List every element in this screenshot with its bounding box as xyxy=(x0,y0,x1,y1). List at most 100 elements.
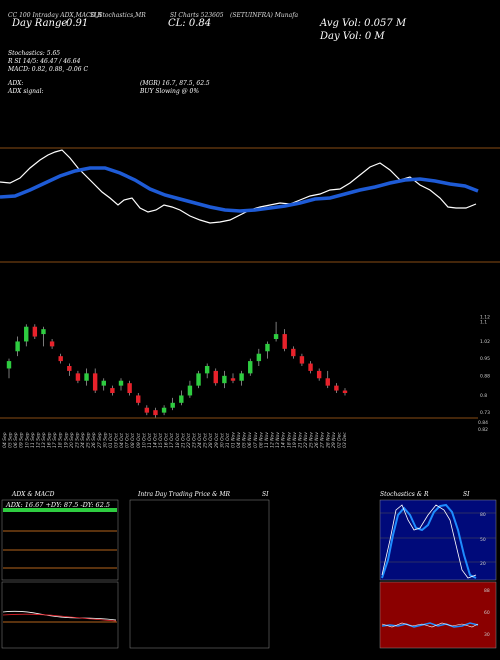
x-axis-labels: 04 Sep 05 Sep 06 Sep 09 Sep 10 Sep 11 Sep 12 S… xyxy=(2,432,348,448)
right-price-label-2: 0.82 xyxy=(478,427,488,433)
stoch-title: Stochastics & R xyxy=(380,491,429,498)
x-tick-label: 14 Nov xyxy=(281,432,287,448)
y-tick-label: 1.12 xyxy=(480,314,490,320)
candle-body xyxy=(58,356,63,362)
candle-body xyxy=(342,390,348,393)
adx-green-bar xyxy=(3,508,117,512)
candle-body xyxy=(299,356,305,364)
candle-body xyxy=(127,383,132,393)
rsi-line xyxy=(381,622,479,628)
x-tick-label: 10 Oct xyxy=(141,433,147,448)
x-tick-label: 09 Sep xyxy=(19,432,25,448)
x-tick-label: 06 Sep xyxy=(13,432,19,448)
x-tick-label: 12 Sep xyxy=(35,432,41,448)
x-tick-label: 30 Sep xyxy=(102,432,108,448)
day-vol: Day Vol: 0 M xyxy=(320,31,385,42)
stochastics-text: Stochastics: 5.65 xyxy=(8,50,61,57)
x-tick-label: 04 Oct xyxy=(119,433,125,448)
candle-group xyxy=(6,321,348,418)
header-line-name: (SETUINFRA) Munafa xyxy=(230,12,299,19)
x-tick-label: 19 Nov xyxy=(292,432,298,448)
x-tick-label: 01 Nov xyxy=(231,432,237,448)
rsi-axis-low: 30 xyxy=(484,632,490,638)
x-tick-label: 07 Nov xyxy=(253,432,259,448)
stoch-axis-80: 80 xyxy=(480,512,486,518)
x-tick-label: 24 Oct xyxy=(197,433,203,448)
candle-body xyxy=(84,373,89,381)
y-tick-label: 0.8 xyxy=(480,393,487,399)
x-tick-label: 15 Oct xyxy=(158,433,164,448)
candle-body xyxy=(196,373,201,386)
candle-body xyxy=(67,366,72,371)
x-tick-label: 16 Oct xyxy=(164,433,170,448)
candle-body xyxy=(273,334,279,339)
candle-body xyxy=(144,407,150,413)
adx-text: ADX: xyxy=(8,80,24,87)
candle-body xyxy=(24,326,29,342)
y-tick-label: 1.02 xyxy=(480,339,490,345)
buy-signal-text: BUY Slowing @ 0% xyxy=(140,88,200,95)
day-range-value: 0.91 xyxy=(66,18,89,29)
x-tick-label: 26 Nov xyxy=(314,432,320,448)
candle-body xyxy=(101,380,106,386)
intraday-title: Intra Day Trading Price & MR xyxy=(138,491,231,498)
candle-body xyxy=(161,407,167,413)
x-tick-label: 30 Oct xyxy=(219,433,225,448)
x-tick-label: 24 Sep xyxy=(80,432,86,448)
avg-vol: Avg Vol: 0.057 M xyxy=(320,18,407,29)
x-tick-label: 17 Sep xyxy=(52,432,58,448)
x-tick-label: 03 Oct xyxy=(113,433,119,448)
stoch-k-line xyxy=(381,504,477,579)
rsi-axis-top: 88 xyxy=(484,588,490,594)
candle-body xyxy=(204,366,210,374)
x-tick-label: 04 Sep xyxy=(2,432,8,448)
candle-body xyxy=(282,334,287,349)
adx-signal-text: ADX signal: xyxy=(8,88,44,95)
candle-body xyxy=(325,378,330,386)
stoch-panel-frame xyxy=(379,499,497,581)
y-tick-label: 0.88 xyxy=(480,373,490,379)
candle-body xyxy=(170,402,175,408)
candle-body xyxy=(265,343,270,352)
macd-panel-frame xyxy=(1,581,119,649)
x-tick-label: 18 Nov xyxy=(286,432,292,448)
candle-body xyxy=(308,363,313,371)
x-tick-label: 19 Sep xyxy=(63,432,69,448)
stoch-si: SI xyxy=(463,491,470,498)
candle-body xyxy=(136,395,141,403)
candle-body xyxy=(334,385,339,391)
x-tick-label: 18 Oct xyxy=(175,433,181,448)
macd-signal-line xyxy=(2,613,117,622)
candle-body xyxy=(6,361,12,369)
intraday-si: SI xyxy=(262,491,269,498)
x-tick-label: 23 Oct xyxy=(192,433,198,448)
x-tick-label: 07 Oct xyxy=(125,433,131,448)
x-tick-label: 17 Oct xyxy=(169,433,175,448)
adx-macd-title: ADX & MACD xyxy=(12,491,55,498)
x-tick-label: 11 Sep xyxy=(30,432,36,448)
candle-body xyxy=(118,380,124,386)
header-line-left: CC 100 Intraday ADX,MACD,R xyxy=(8,12,102,19)
x-tick-label: 08 Oct xyxy=(130,433,136,448)
x-tick-label: 05 Sep xyxy=(8,432,14,448)
candle-body xyxy=(291,348,296,357)
rsi-axis-mid: 60 xyxy=(484,610,490,616)
y-tick-label: 1.1 xyxy=(480,319,487,325)
x-tick-label: 31 Oct xyxy=(225,433,231,448)
day-range-label: Day Range xyxy=(12,18,68,29)
x-tick-label: 22 Oct xyxy=(186,433,192,448)
blue-moving-average-line xyxy=(0,166,479,213)
x-tick-label: 04 Nov xyxy=(236,432,242,448)
x-tick-label: 26 Sep xyxy=(91,432,97,448)
candle-body xyxy=(187,385,193,396)
candle-body xyxy=(179,395,184,403)
x-tick-label: 25 Oct xyxy=(203,433,209,448)
adx-panel-frame xyxy=(1,499,119,581)
candle-body xyxy=(110,388,115,393)
x-tick-label: 10 Sep xyxy=(24,432,30,448)
x-tick-label: 29 Oct xyxy=(214,433,220,448)
x-tick-label: 22 Nov xyxy=(303,432,309,448)
candle-body xyxy=(41,329,46,335)
